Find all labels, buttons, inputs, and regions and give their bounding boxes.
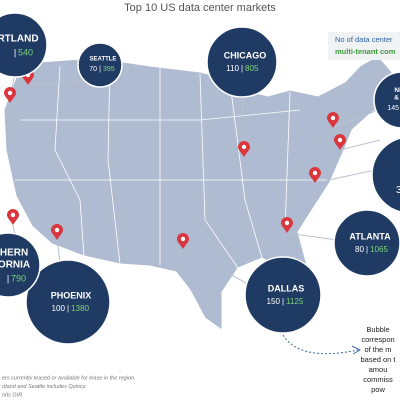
title: Top 10 US data center markets <box>124 2 276 14</box>
market-name: ATLANTA <box>349 231 391 241</box>
market-name: PHOENIX <box>51 290 92 300</box>
bubble <box>0 232 41 298</box>
note-arrow-head <box>351 345 362 355</box>
pin-dot <box>330 115 336 121</box>
note-line: amou <box>369 365 388 374</box>
market: RTLAND | 540 <box>0 12 48 78</box>
capacity: 395 <box>103 66 115 73</box>
legend-box <box>328 32 400 60</box>
legend-count: No of data center <box>335 35 393 44</box>
capacity: 540 <box>18 47 33 57</box>
market: CHICAGO 110 | 805 <box>206 26 278 98</box>
pin-dot <box>180 236 186 242</box>
bubble <box>0 12 48 78</box>
pin-dot <box>54 227 60 233</box>
capacity: 1125 <box>286 297 304 306</box>
note-line: commiss <box>363 375 393 384</box>
bubble <box>371 137 400 213</box>
bubble <box>206 26 278 98</box>
market-name: SEATTLE <box>90 57 117 63</box>
count: 110 <box>226 64 239 73</box>
note-line: correspon <box>361 335 394 344</box>
note-line: of the m <box>364 345 391 354</box>
bubble <box>25 259 111 345</box>
pin-dot <box>10 212 16 218</box>
market-name: & NEW <box>394 95 400 102</box>
separator: | <box>14 47 16 57</box>
legend-capacity: multi-tenant com <box>335 47 396 56</box>
market-name: DALLAS <box>268 283 305 293</box>
market: THERNFORNIA |790 <box>0 232 41 298</box>
pins <box>4 69 346 249</box>
market-name: CHICAGO <box>224 50 267 60</box>
pin-dot <box>337 137 343 143</box>
pin-dot <box>312 170 318 176</box>
market: NOV30| <box>371 137 400 213</box>
market: DALLAS 150 | 1125 <box>244 256 322 334</box>
market: NEW Y& NEW145| <box>373 71 400 129</box>
bubbles: RTLAND|540SEATTLE70|395CHICAGO110|805NEW… <box>0 12 400 345</box>
pin-dot <box>284 220 290 226</box>
capacity: 1380 <box>71 304 90 313</box>
pin-dot <box>7 90 13 96</box>
count: 150 <box>266 297 280 306</box>
market-name: NEW Y <box>394 87 400 94</box>
note-line: pow <box>371 385 385 394</box>
separator: | <box>99 66 101 73</box>
count: 70 <box>89 66 97 73</box>
market-name: THERN <box>0 248 28 259</box>
market: PHOENIX 100 | 1380 <box>25 259 111 345</box>
note-line: Bubble <box>366 325 389 334</box>
pin-dot <box>241 144 247 150</box>
bubble <box>244 256 322 334</box>
note-arrow <box>282 334 359 355</box>
bubble <box>333 209 400 277</box>
bubble <box>373 71 400 129</box>
state-lines <box>15 61 330 269</box>
market-name: FORNIA <box>0 260 30 271</box>
capacity: 790 <box>11 273 26 283</box>
count: 80 <box>355 245 365 254</box>
separator: | <box>282 297 284 306</box>
separator: | <box>366 245 368 254</box>
count: 30 <box>396 185 400 196</box>
footnote: ers currently leased or available for le… <box>2 375 136 398</box>
separator: | <box>241 64 243 73</box>
count: 145 <box>387 105 399 112</box>
footnote-line: rtland and Seattle includes Quincy. <box>2 384 87 390</box>
capacity: 1065 <box>370 245 389 254</box>
note-line: based on t <box>360 355 396 364</box>
market-name: RTLAND <box>0 34 39 45</box>
market: ATLANTA 80 | 1065 <box>333 209 400 277</box>
market: SEATTLE 70 | 395 <box>77 42 123 88</box>
footnote-line: nds GIR. <box>2 392 24 398</box>
count: 100 <box>51 304 65 313</box>
capacity: 805 <box>245 64 259 73</box>
footnote-line: ers currently leased or available for le… <box>2 375 136 381</box>
separator: | <box>7 273 9 283</box>
bubble <box>77 42 123 88</box>
separator: | <box>67 304 69 313</box>
